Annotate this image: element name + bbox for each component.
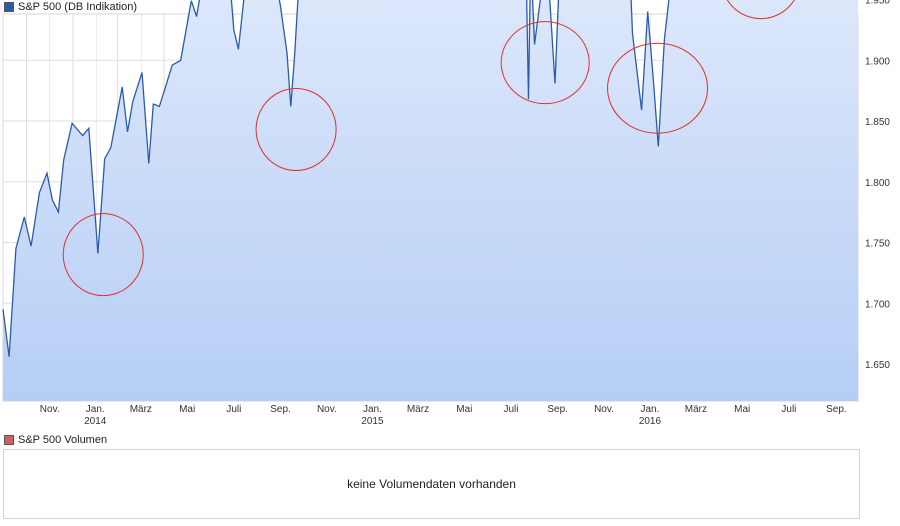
legend-volume-label: S&P 500 Volumen	[18, 434, 108, 446]
y-tick-label: 1.700	[865, 299, 890, 310]
y-tick-label: 1.650	[865, 360, 890, 371]
x-tick-label: Jan.	[640, 404, 659, 415]
x-tick-label: Jan.	[363, 404, 382, 415]
price-chart: 1.6501.7001.7501.8001.8501.9001.9502.000…	[2, 0, 890, 427]
annotation-circle	[255, 88, 337, 172]
y-tick-label: 1.900	[865, 56, 890, 67]
x-tick-label: Mai	[734, 404, 750, 415]
legend-main-label: S&P 500 (DB Indikation)	[18, 1, 138, 13]
x-tick-label: Juli	[226, 404, 241, 415]
legend-main: S&P 500 (DB Indikation)	[4, 1, 137, 13]
y-tick-label: 1.800	[865, 178, 890, 189]
legend-swatch-volume	[4, 435, 14, 445]
x-tick-label: Nov.	[594, 404, 614, 415]
x-tick-label: Nov.	[317, 404, 337, 415]
x-tick-label: März	[685, 404, 707, 415]
x-year-label: 2016	[639, 416, 662, 427]
volume-panel: keine Volumendaten vorhanden	[3, 449, 860, 519]
x-tick-label: Jan.	[86, 404, 105, 415]
x-tick-label: März	[407, 404, 429, 415]
volume-empty-message: keine Volumendaten vorhanden	[347, 477, 516, 491]
annotation-circle	[607, 42, 709, 134]
x-tick-label: Sep.	[270, 404, 291, 415]
price-line	[2, 0, 670, 357]
y-tick-label: 1.850	[865, 117, 890, 128]
x-tick-label: Juli	[503, 404, 518, 415]
x-tick-label: März	[130, 404, 152, 415]
x-tick-label: Mai	[179, 404, 195, 415]
annotation-circle	[500, 21, 590, 105]
x-year-label: 2015	[361, 416, 384, 427]
x-tick-label: Mai	[456, 404, 472, 415]
legend-swatch-main	[4, 2, 14, 12]
x-tick-label: Sep.	[547, 404, 568, 415]
x-tick-label: Nov.	[40, 404, 60, 415]
price-area	[3, 0, 858, 401]
legend-volume: S&P 500 Volumen	[4, 434, 107, 446]
y-tick-label: 1.950	[865, 0, 890, 7]
x-year-label: 2014	[84, 416, 107, 427]
x-tick-label: Sep.	[826, 404, 847, 415]
x-tick-label: Juli	[781, 404, 796, 415]
annotation-circle	[62, 213, 144, 297]
y-tick-label: 1.750	[865, 239, 890, 250]
annotation-circle	[726, 0, 795, 20]
